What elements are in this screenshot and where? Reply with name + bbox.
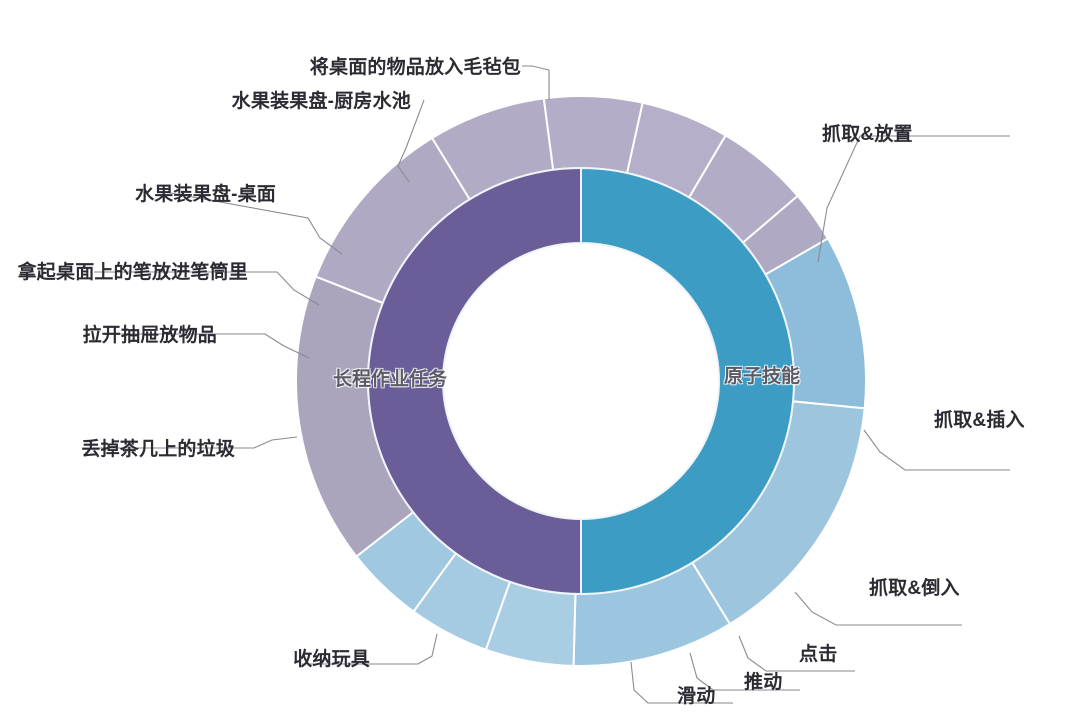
leader-line — [689, 652, 800, 691]
outer-ring-segment[interactable] — [542, 95, 644, 175]
inner-ring-segment[interactable] — [367, 167, 582, 595]
leader-line — [863, 429, 1010, 471]
leader-line — [93, 436, 298, 449]
inner-segment-label: 原子技能 — [724, 366, 801, 387]
leader-line — [794, 591, 962, 626]
leader-line — [164, 191, 343, 255]
inner-ring-group — [367, 167, 795, 595]
outer-segment-label: 抓取&插入 — [934, 410, 1025, 431]
leader-line — [397, 99, 425, 183]
leader-line — [738, 635, 855, 672]
leader-line — [106, 333, 310, 359]
leader-line — [94, 271, 320, 306]
outer-segment-label: 水果装果盘-桌面 — [135, 184, 276, 205]
leader-lines-group — [93, 65, 1010, 704]
outer-segment-label: 水果装果盘-厨房水池 — [231, 91, 411, 112]
outer-segment-label: 拉开抽屉放物品 — [82, 325, 217, 346]
outer-segment-label: 点击 — [799, 644, 838, 665]
outer-segment-label: 拿起桌面上的笔放进笔筒里 — [17, 262, 248, 283]
outer-segment-label: 丢掉茶几上的垃圾 — [81, 439, 235, 460]
outer-segment-label: 收纳玩具 — [293, 649, 370, 670]
leader-line — [630, 661, 733, 704]
leader-line — [522, 65, 550, 100]
leader-line — [302, 633, 438, 665]
outer-segment-label: 抓取&倒入 — [869, 578, 960, 599]
outer-segment-label: 滑动 — [677, 686, 716, 707]
outer-segment-label: 推动 — [744, 672, 783, 693]
outer-segment-label: 将桌面的物品放入毛毡包 — [309, 57, 521, 78]
inner-segment-label: 长程作业任务 — [333, 369, 448, 390]
leader-line — [817, 135, 1010, 263]
outer-segment-label: 抓取&放置 — [822, 124, 913, 145]
inner-ring-segment[interactable] — [580, 167, 795, 595]
